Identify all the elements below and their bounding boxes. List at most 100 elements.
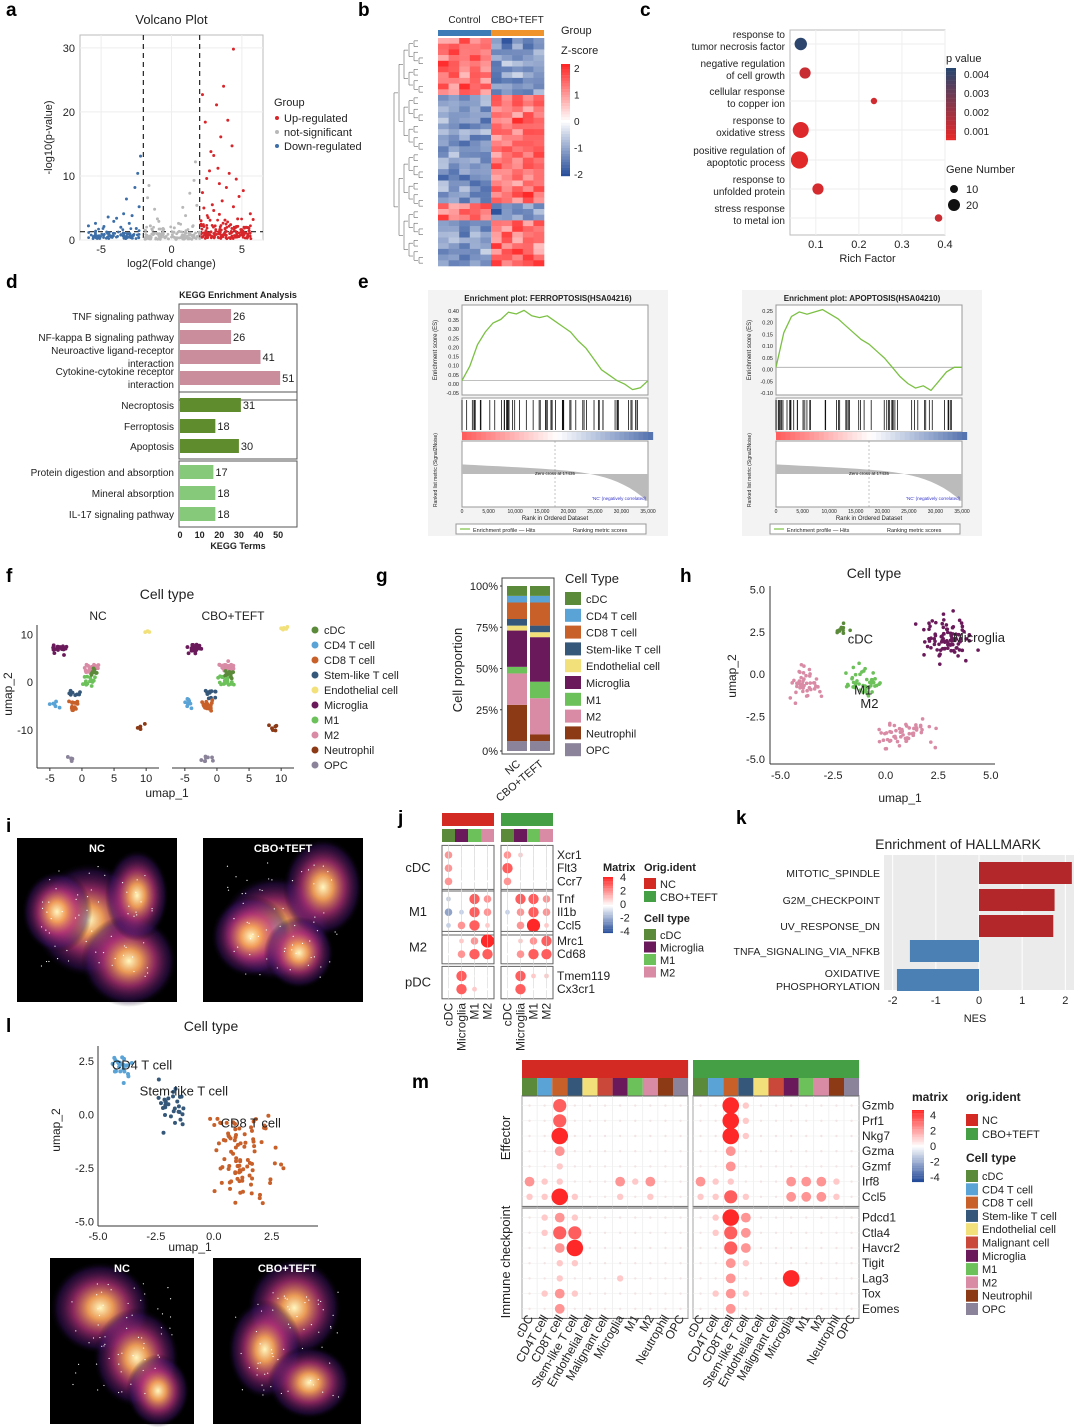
umap-f-point <box>198 646 202 651</box>
m-gene-label: Nkg7 <box>862 1129 890 1143</box>
heatmap-cell <box>459 89 471 96</box>
umap-h-point <box>950 639 955 643</box>
heatmap-cell <box>501 243 513 250</box>
umap-f-legend-label: Microglia <box>324 700 369 712</box>
go-pvalue-step <box>946 123 956 126</box>
volcano-point-ns <box>169 225 173 229</box>
j-dot <box>446 923 451 928</box>
gsea-rank-bar <box>519 432 525 440</box>
m-celltype-label: Endothelial cell <box>982 1224 1056 1236</box>
m-dot <box>724 1241 738 1255</box>
j-gene-label: Tnf <box>557 892 575 906</box>
m-matrix-step <box>912 1110 924 1112</box>
gsea-ytick: 0.10 <box>762 344 773 350</box>
gsea-ytick: 0.00 <box>448 382 459 388</box>
heatmap-cell <box>438 112 449 119</box>
density-i-cbo-speck <box>266 958 268 960</box>
go-pvalue-step <box>946 69 956 72</box>
heatmap-cell <box>459 220 471 227</box>
heatmap-cell <box>448 191 460 198</box>
umap-h-point <box>951 609 955 613</box>
m-dot <box>742 1117 750 1125</box>
umap-f-point <box>189 646 194 651</box>
umap-h-point <box>888 729 892 734</box>
density-l-nc-speck <box>132 1355 134 1357</box>
heatmap-cell <box>522 203 534 210</box>
umap-f-point <box>210 698 215 703</box>
m-dot <box>850 1134 853 1138</box>
heatmap-cell <box>501 100 513 107</box>
m-dot <box>618 1307 622 1311</box>
heatmap-cell <box>512 72 524 79</box>
density-i-nc-speck <box>144 874 146 877</box>
heatmap-cell <box>501 140 513 147</box>
gsea-ytick: 0.20 <box>762 321 773 327</box>
m-dot <box>774 1119 778 1123</box>
volcano-point <box>106 215 110 219</box>
volcano-point <box>136 171 140 175</box>
umap-h-point <box>799 662 804 667</box>
heatmap-cell <box>438 152 449 158</box>
volcano-point-down <box>102 236 105 239</box>
gsea-rank-bar <box>785 432 791 440</box>
heatmap-cell <box>480 146 492 153</box>
m-dot <box>699 1119 702 1123</box>
m-dot <box>699 1246 702 1250</box>
volcano-point-down <box>137 232 141 236</box>
heatmap-cell <box>501 60 513 67</box>
m-dot <box>712 1214 719 1221</box>
density-l-cbo-speck <box>264 1373 266 1375</box>
umap-h-point <box>942 618 946 622</box>
gsea-rank-bar <box>643 432 649 440</box>
j-celltype-label: M1 <box>660 955 675 967</box>
density-l-nc-speck <box>88 1342 90 1344</box>
gsea-es-area <box>775 304 963 396</box>
m-dot <box>820 1150 823 1153</box>
heatmap-scale-step <box>561 120 570 123</box>
density-i-nc-speck <box>48 960 50 963</box>
go-size-tick: 10 <box>966 184 978 196</box>
heatmap-scale-tick: -2 <box>574 170 583 181</box>
go-dot <box>792 122 809 138</box>
m-dot <box>618 1262 622 1265</box>
m-dot <box>786 1191 797 1202</box>
m-dot <box>528 1262 531 1265</box>
heatmap-cell <box>480 129 492 136</box>
gsea-ytick: 0.05 <box>448 373 459 379</box>
volcano-legend-title: Group <box>274 97 305 109</box>
go-pvalue-tick: 0.002 <box>964 108 989 119</box>
umap-l-point <box>166 1096 171 1101</box>
heatmap-scale-step <box>561 75 570 79</box>
heatmap-cell <box>459 152 471 158</box>
volcano-point-up <box>202 231 206 235</box>
j-matrix-step <box>603 900 613 903</box>
umap-l-point <box>117 1060 122 1065</box>
umap-f-point <box>65 755 70 759</box>
heatmap-scale-step <box>561 89 570 93</box>
gsea-rank-bar <box>605 432 611 440</box>
stacked-legend-label: OPC <box>586 745 610 757</box>
m-matrix-step <box>912 1122 924 1125</box>
density-l-nc-speck <box>92 1337 95 1339</box>
m-matrix-step <box>912 1174 924 1176</box>
go-xtick: 0.2 <box>851 239 866 251</box>
j-celltype-bar <box>527 829 540 842</box>
stacked-legend-label: CD4 T cell <box>586 611 637 623</box>
density-l-cbo-speck <box>263 1389 265 1391</box>
heatmap-scale-step <box>561 167 570 171</box>
density-i-nc-speck <box>121 882 124 884</box>
heatmap-cell <box>448 129 460 136</box>
m-dot <box>699 1104 702 1107</box>
umap-f-point <box>231 682 236 687</box>
j-group-box <box>441 930 495 965</box>
heatmap-cell <box>522 191 534 198</box>
volcano-point <box>220 199 224 203</box>
m-matrix-tick: -2 <box>930 1157 940 1169</box>
m-dot <box>573 1134 577 1138</box>
density-i-cbo-speck <box>237 946 239 948</box>
m-dot <box>835 1165 838 1168</box>
heatmap-cell <box>459 100 471 107</box>
heatmap-cell <box>438 203 449 210</box>
umap-f-xtick: 0 <box>79 773 85 785</box>
density-l-cbo-speck <box>284 1297 286 1299</box>
